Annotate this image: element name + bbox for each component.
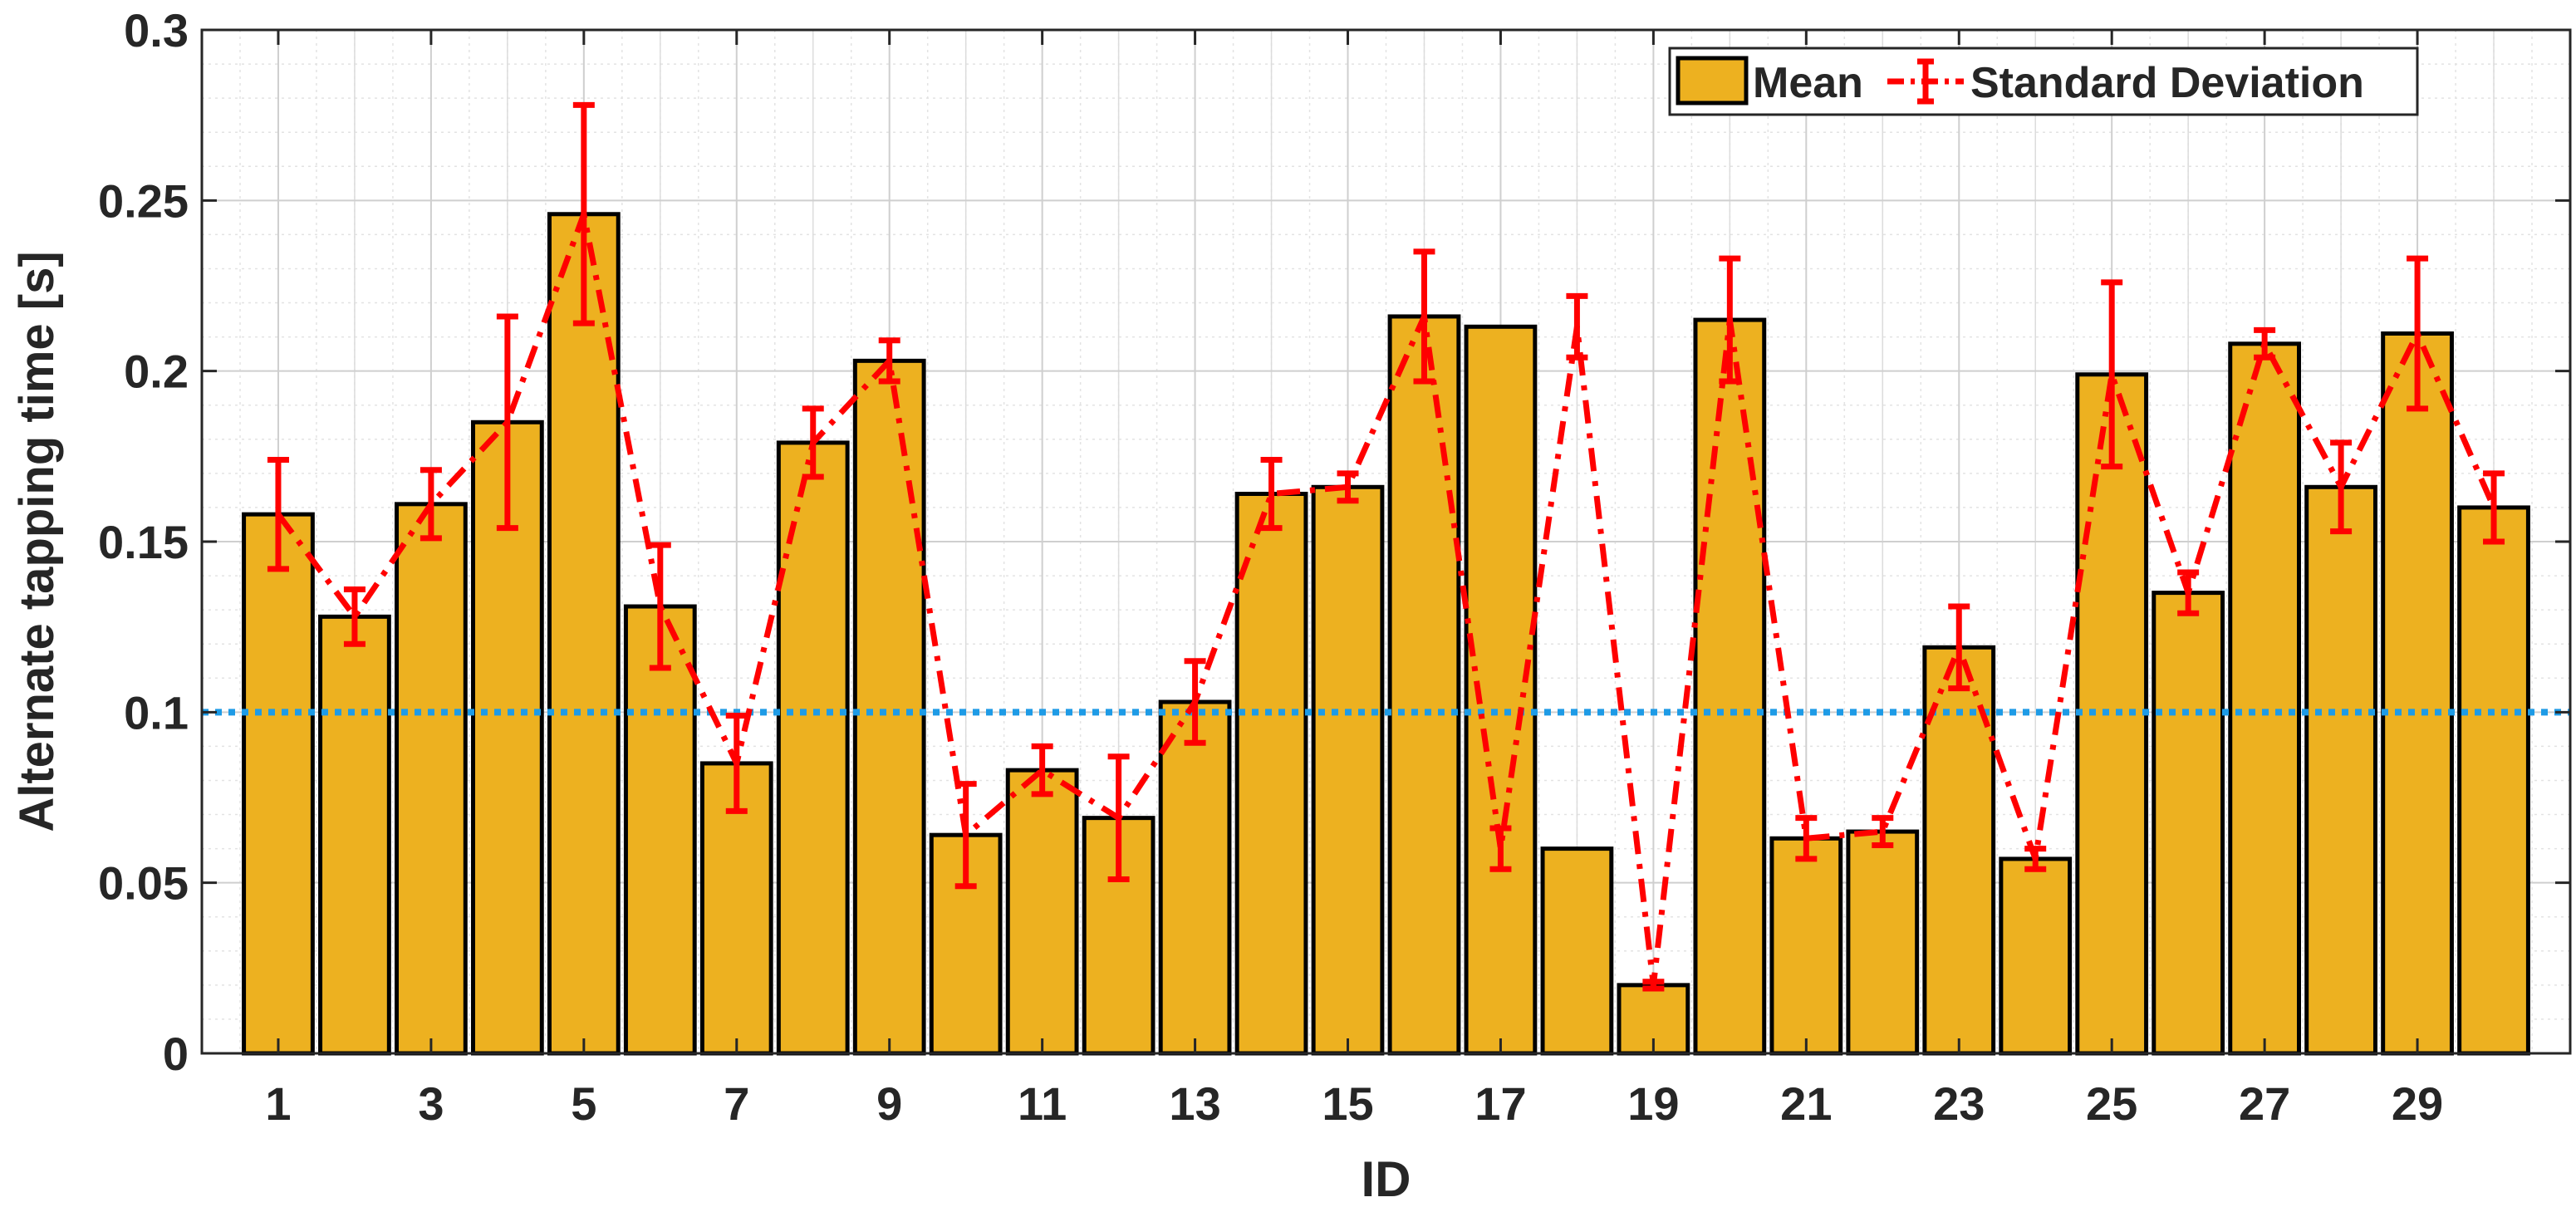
error-bar-5 bbox=[572, 101, 595, 326]
error-bar-20 bbox=[1719, 255, 1741, 385]
x-tick-label: 19 bbox=[1627, 1077, 1679, 1130]
error-bar-18 bbox=[1566, 292, 1588, 361]
error-bar-21 bbox=[1795, 815, 1818, 862]
y-tick-label: 0.25 bbox=[98, 174, 189, 227]
bar-20 bbox=[1693, 317, 1767, 1056]
bar-29 bbox=[2381, 331, 2454, 1056]
error-bar-7 bbox=[725, 712, 748, 814]
error-bar-22 bbox=[1872, 815, 1894, 848]
legend-box bbox=[1668, 47, 2419, 116]
bar-24 bbox=[1999, 856, 2073, 1056]
y-axis-label: Alternate tapping time [s] bbox=[10, 251, 64, 832]
y-tick-label: 0 bbox=[163, 1028, 189, 1080]
x-tick-label: 17 bbox=[1474, 1077, 1526, 1130]
std-dev-layer bbox=[267, 101, 2505, 992]
error-bar-12 bbox=[1107, 753, 1130, 883]
legend: Mean Standard Deviation bbox=[1668, 47, 2419, 116]
error-bar-2 bbox=[343, 586, 366, 647]
bar-16 bbox=[1387, 314, 1461, 1056]
error-bar-28 bbox=[2330, 439, 2353, 535]
y-tick-label: 0.3 bbox=[124, 4, 189, 56]
error-bar-27 bbox=[2254, 326, 2276, 361]
x-axis-label: ID bbox=[1362, 1151, 1411, 1207]
bar-18 bbox=[1540, 846, 1614, 1056]
bar-14 bbox=[1234, 492, 1308, 1056]
x-tick-label: 5 bbox=[571, 1077, 596, 1130]
x-tick-label: 11 bbox=[1018, 1077, 1067, 1130]
error-bar-1 bbox=[267, 456, 289, 572]
bar-6 bbox=[623, 604, 697, 1056]
error-bar-14 bbox=[1260, 456, 1283, 532]
x-tick-label: 21 bbox=[1780, 1077, 1832, 1130]
bar-30 bbox=[2457, 505, 2530, 1056]
error-bar-4 bbox=[496, 313, 518, 532]
error-bar-15 bbox=[1337, 470, 1359, 504]
x-tick-label: 9 bbox=[876, 1077, 902, 1130]
error-bar-30 bbox=[2483, 470, 2505, 545]
error-bar-26 bbox=[2177, 569, 2200, 616]
x-tick-label: 13 bbox=[1169, 1077, 1220, 1130]
error-bar-25 bbox=[2101, 279, 2123, 470]
error-bar-9 bbox=[878, 337, 900, 385]
bar-21 bbox=[1769, 836, 1843, 1056]
bar-27 bbox=[2228, 341, 2302, 1056]
error-bar-23 bbox=[1948, 603, 1970, 692]
error-bar-29 bbox=[2407, 255, 2429, 412]
x-tick-label: 25 bbox=[2086, 1077, 2137, 1130]
x-tick-label: 23 bbox=[1933, 1077, 1985, 1130]
error-bar-6 bbox=[649, 542, 671, 671]
bar-15 bbox=[1311, 484, 1385, 1056]
x-tick-label: 3 bbox=[418, 1077, 444, 1130]
error-bar-19 bbox=[1642, 979, 1665, 992]
error-bar-11 bbox=[1031, 743, 1053, 797]
bar-2 bbox=[318, 614, 391, 1056]
legend-sd-label: Standard Deviation bbox=[1970, 59, 2364, 107]
y-tick-label: 0.2 bbox=[124, 346, 189, 398]
x-tick-label: 1 bbox=[265, 1077, 291, 1130]
bar-9 bbox=[852, 358, 926, 1056]
bar-13 bbox=[1158, 699, 1232, 1056]
error-bar-13 bbox=[1184, 658, 1206, 746]
bar-22 bbox=[1846, 829, 1920, 1056]
x-tick-label: 29 bbox=[2392, 1077, 2443, 1130]
x-tick-label: 15 bbox=[1322, 1077, 1373, 1130]
axes: 00.050.10.150.20.250.31 3 5 7 9 11 13 15 17 19 21 2… bbox=[98, 4, 2572, 1130]
error-bar-10 bbox=[954, 781, 977, 890]
bar-3 bbox=[395, 502, 468, 1056]
error-bar-16 bbox=[1413, 248, 1435, 385]
error-bar-8 bbox=[802, 405, 824, 480]
bar-1 bbox=[242, 512, 315, 1056]
std-dev-line bbox=[276, 211, 2497, 989]
x-tick-label: 7 bbox=[724, 1077, 749, 1130]
legend-mean-swatch bbox=[1676, 56, 1749, 105]
legend-mean-label: Mean bbox=[1753, 59, 1863, 107]
bar-26 bbox=[2152, 591, 2225, 1056]
y-tick-label: 0.1 bbox=[124, 686, 189, 738]
error-bar-3 bbox=[420, 467, 442, 542]
x-tick-label: 27 bbox=[2239, 1077, 2290, 1130]
error-bar-17 bbox=[1489, 825, 1512, 872]
error-bar-24 bbox=[2024, 846, 2047, 872]
y-tick-label: 0.15 bbox=[98, 516, 189, 568]
y-tick-label: 0.05 bbox=[98, 857, 189, 910]
bar-25 bbox=[2075, 372, 2149, 1056]
bar-28 bbox=[2304, 484, 2377, 1056]
bar-11 bbox=[1005, 768, 1079, 1056]
